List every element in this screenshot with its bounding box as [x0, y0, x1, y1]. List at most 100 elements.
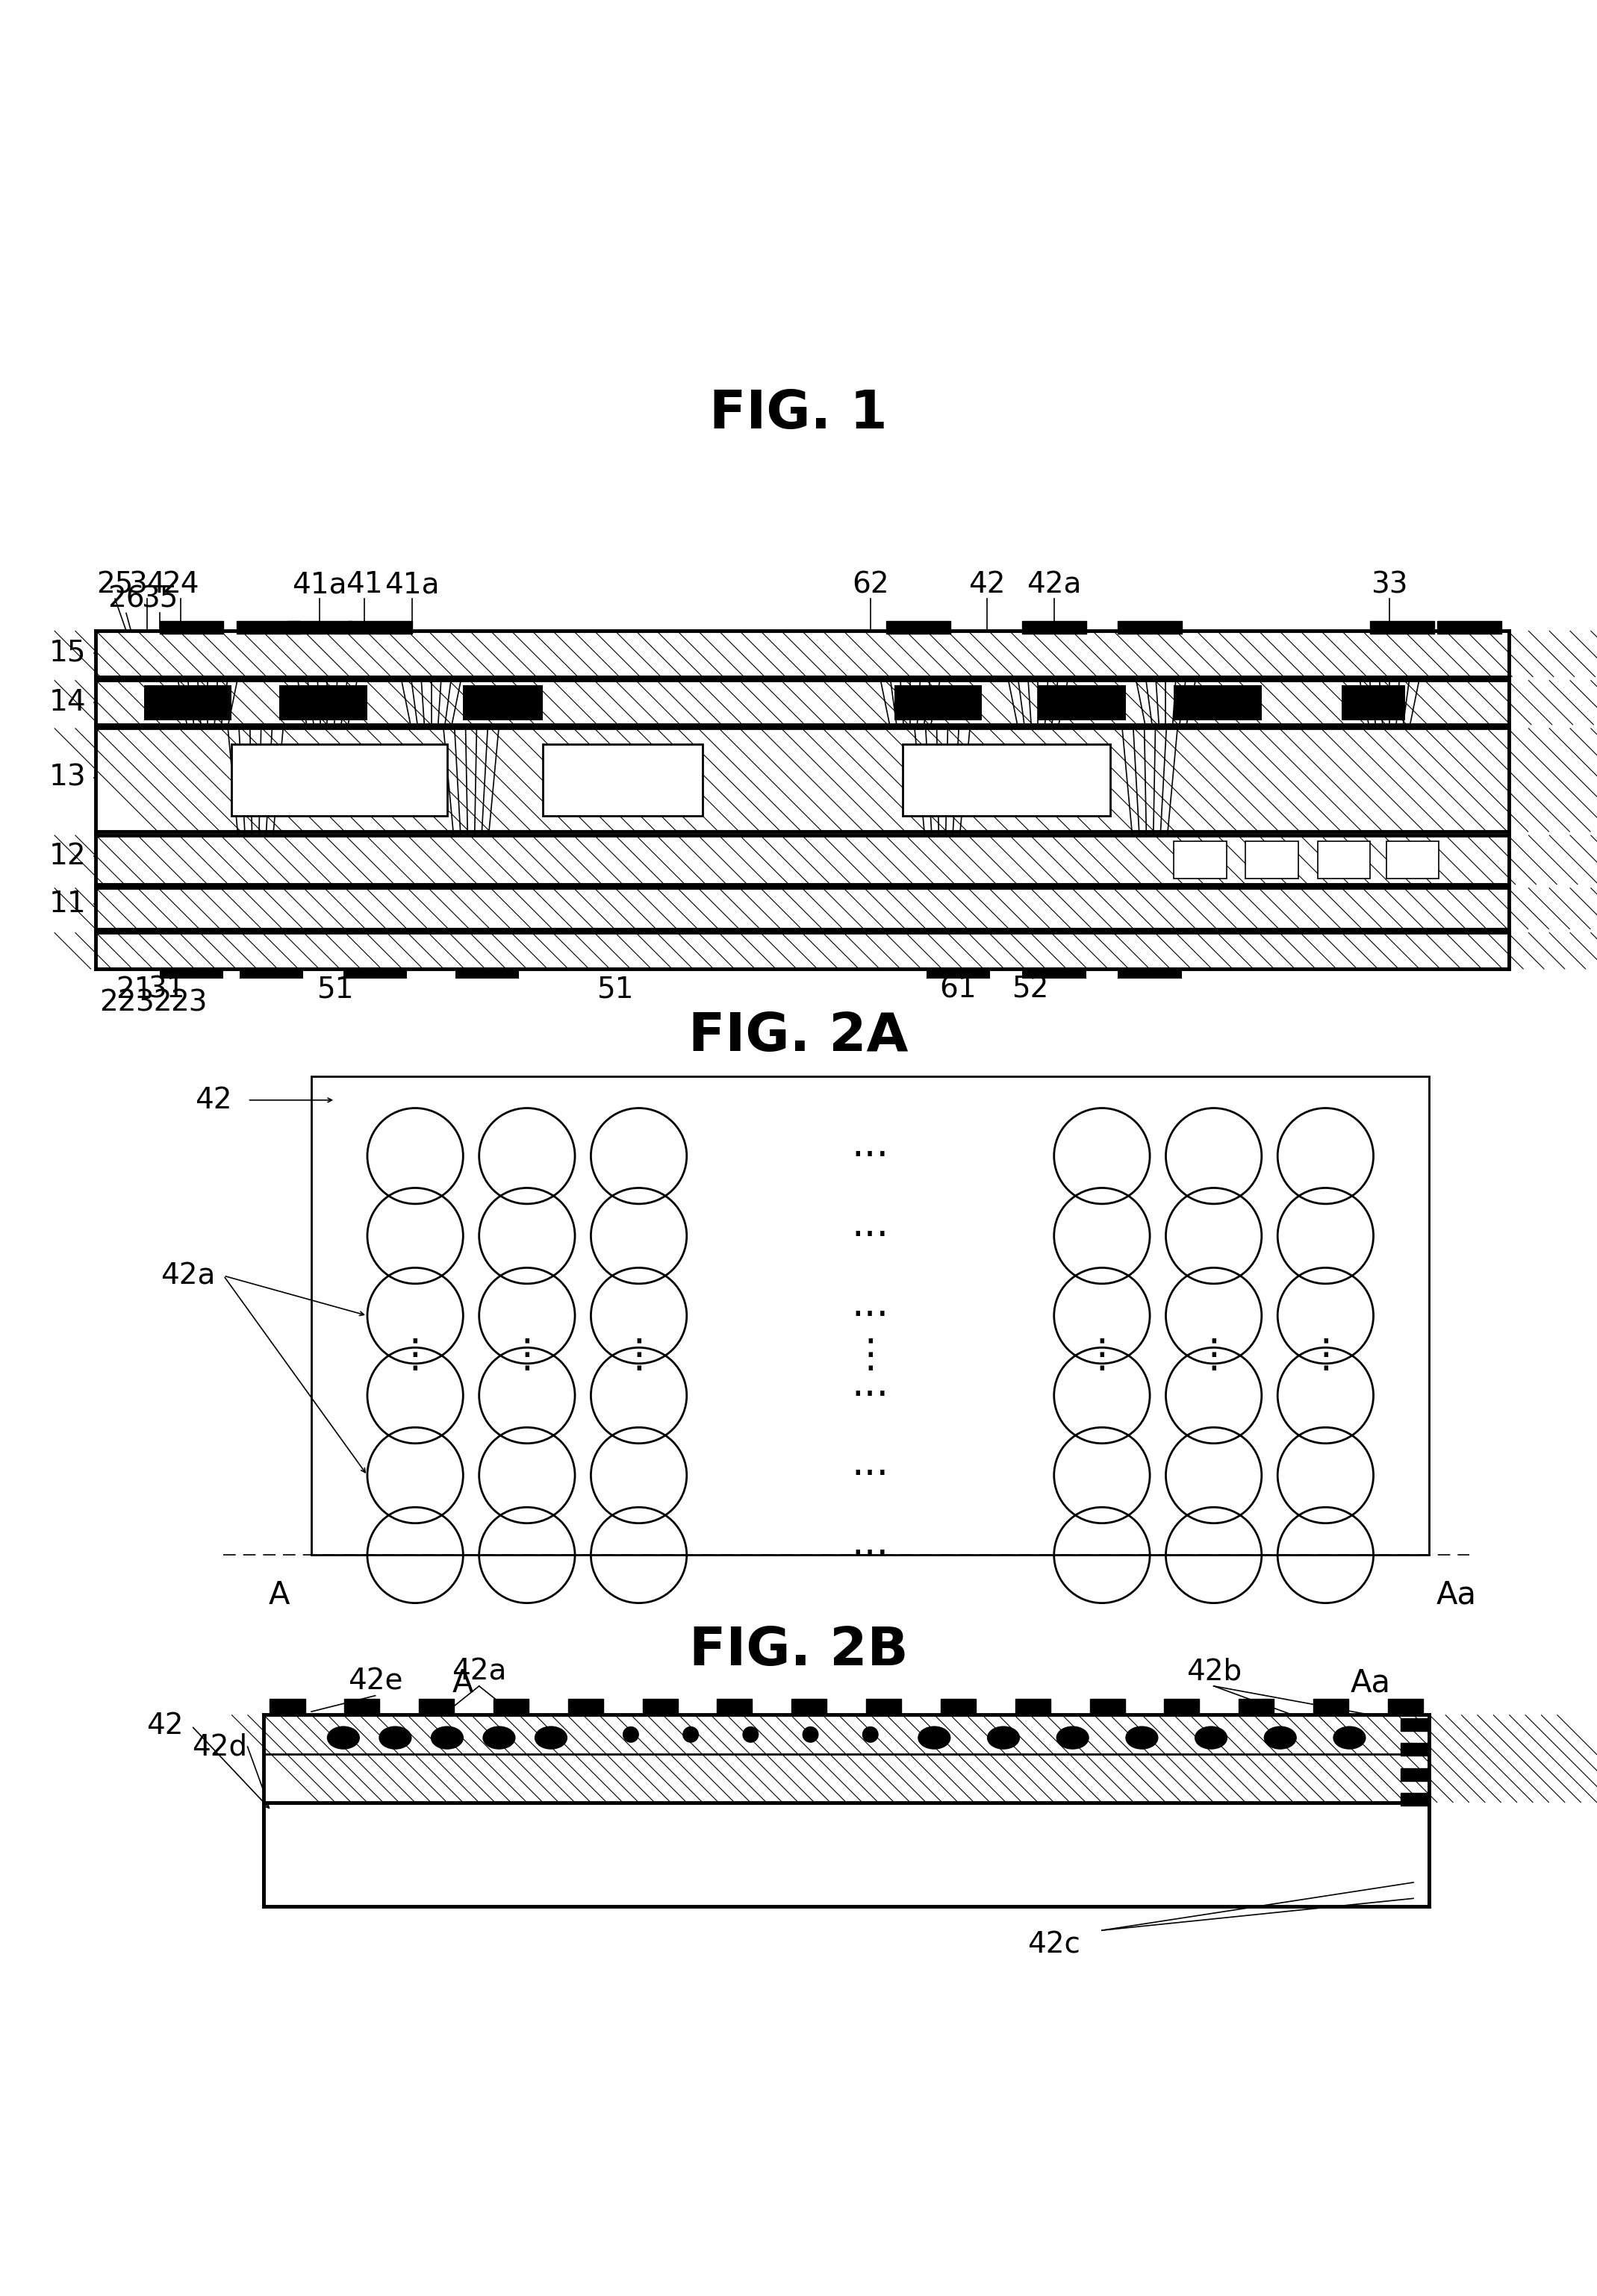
Text: 33: 33 [1370, 569, 1409, 599]
Bar [1118, 622, 1182, 634]
Text: 22: 22 [99, 987, 137, 1017]
Bar [1341, 684, 1405, 721]
Bar [240, 969, 303, 978]
Text: 42: 42 [968, 569, 1006, 599]
Bar [792, 1699, 827, 1715]
Text: FIG. 1: FIG. 1 [709, 388, 888, 439]
Bar [926, 969, 990, 978]
Bar [1174, 840, 1226, 877]
Bar [1370, 622, 1434, 634]
Text: ⋮: ⋮ [1195, 1336, 1233, 1375]
Bar [96, 932, 1509, 969]
Ellipse shape [918, 1727, 950, 1750]
Bar [717, 1699, 752, 1715]
Text: ···: ··· [851, 1137, 890, 1176]
Bar [264, 1715, 1429, 1802]
Text: 51: 51 [316, 976, 355, 1003]
Bar [1164, 1699, 1199, 1715]
Bar [1174, 684, 1262, 721]
Bar [96, 836, 1509, 884]
Bar [642, 1699, 677, 1715]
Ellipse shape [987, 1727, 1019, 1750]
Text: A: A [268, 1580, 291, 1609]
Bar [1089, 1699, 1124, 1715]
Bar [902, 744, 1110, 815]
Ellipse shape [484, 1727, 514, 1750]
Bar [270, 1699, 305, 1715]
Bar [1016, 1699, 1051, 1715]
Bar [311, 1077, 1429, 1554]
Text: FIG. 2B: FIG. 2B [688, 1626, 909, 1676]
Text: 42: 42 [195, 1086, 232, 1114]
Text: 13: 13 [50, 762, 86, 792]
Text: 31: 31 [147, 976, 185, 1003]
Ellipse shape [1057, 1727, 1089, 1750]
Ellipse shape [431, 1727, 463, 1750]
Bar [543, 744, 703, 815]
Text: ⋮: ⋮ [396, 1336, 434, 1375]
Bar [569, 1699, 604, 1715]
Bar [236, 622, 300, 634]
Bar [455, 969, 519, 978]
Text: ⋮: ⋮ [1306, 1336, 1345, 1375]
Text: 42e: 42e [348, 1667, 402, 1697]
Text: ⋮: ⋮ [1083, 1336, 1121, 1375]
Bar [96, 889, 1509, 930]
Bar [1401, 1717, 1429, 1731]
Bar [463, 684, 543, 721]
Bar [1401, 1793, 1429, 1805]
Text: 52: 52 [1011, 976, 1049, 1003]
Bar [1038, 684, 1126, 721]
Bar [348, 622, 412, 634]
Text: 24: 24 [161, 569, 200, 599]
Text: 14: 14 [50, 689, 86, 716]
Text: A: A [452, 1667, 474, 1699]
Text: ···: ··· [851, 1375, 890, 1414]
Text: ···: ··· [851, 1456, 890, 1495]
Bar [1313, 1699, 1348, 1715]
Text: 41a: 41a [292, 569, 347, 599]
Ellipse shape [535, 1727, 567, 1750]
Bar [1118, 969, 1182, 978]
Bar [1437, 622, 1501, 634]
Bar [1239, 1699, 1274, 1715]
Text: ⋮: ⋮ [851, 1336, 890, 1375]
Text: 42c: 42c [1027, 1931, 1081, 1958]
Bar [343, 969, 407, 978]
Text: 61: 61 [939, 976, 977, 1003]
Bar [1388, 1699, 1423, 1715]
Bar [941, 1699, 976, 1715]
Text: 42a: 42a [452, 1658, 506, 1685]
Bar [287, 622, 351, 634]
Ellipse shape [327, 1727, 359, 1750]
Bar [894, 684, 982, 721]
Bar [418, 1699, 454, 1715]
Text: 15: 15 [50, 638, 86, 668]
Text: 42a: 42a [1027, 569, 1081, 599]
Circle shape [803, 1727, 818, 1743]
Text: 12: 12 [50, 843, 86, 870]
Ellipse shape [1265, 1727, 1297, 1750]
Circle shape [684, 1727, 698, 1743]
Bar [886, 622, 950, 634]
Text: 23: 23 [169, 987, 208, 1017]
Bar [1318, 840, 1370, 877]
Text: 62: 62 [851, 569, 890, 599]
Bar [1022, 622, 1086, 634]
Text: 41a: 41a [385, 569, 439, 599]
Text: 42d: 42d [192, 1733, 248, 1761]
Ellipse shape [1195, 1727, 1226, 1750]
Circle shape [862, 1727, 878, 1743]
Text: Aa: Aa [1349, 1667, 1391, 1699]
Text: ···: ··· [851, 1297, 890, 1334]
Bar [1022, 969, 1086, 978]
Text: 35: 35 [141, 585, 179, 613]
Bar [345, 1699, 380, 1715]
Text: 32: 32 [134, 987, 172, 1017]
Bar [96, 728, 1509, 831]
Text: 25: 25 [96, 569, 134, 599]
Bar [96, 631, 1509, 677]
Text: 42b: 42b [1187, 1658, 1241, 1685]
Bar [866, 1699, 901, 1715]
Text: 26: 26 [107, 585, 145, 613]
